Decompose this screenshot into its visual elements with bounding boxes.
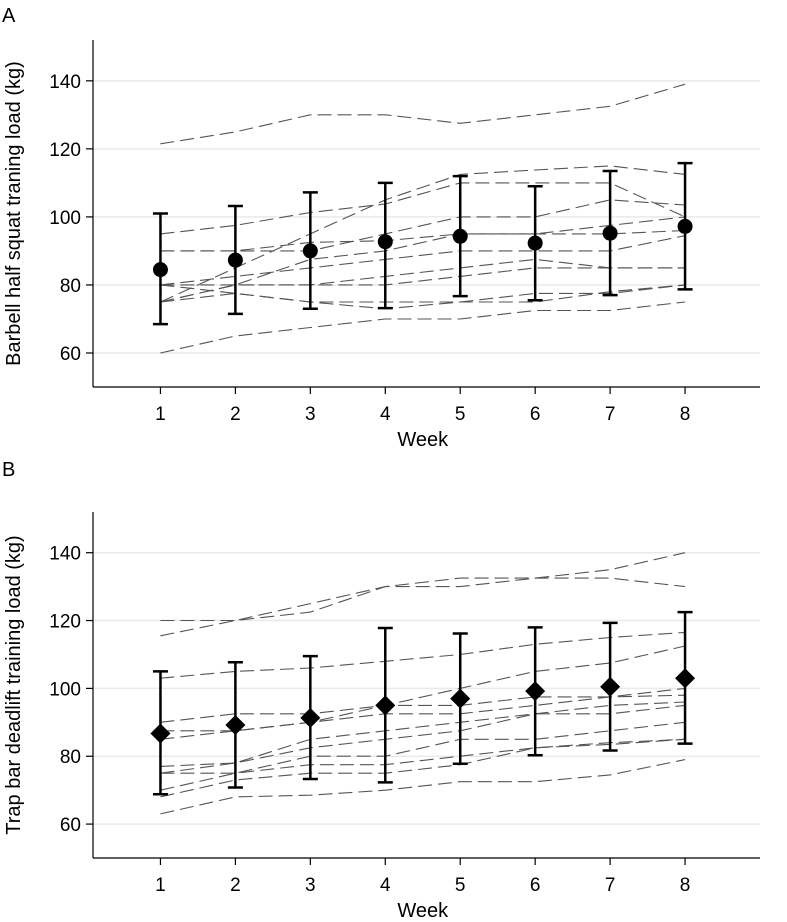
mean-point xyxy=(675,668,696,689)
mean-point xyxy=(450,688,471,709)
x-tick-label: 2 xyxy=(230,404,241,425)
individual-line xyxy=(160,759,686,815)
mean-point xyxy=(302,243,318,259)
x-tick-label: 2 xyxy=(230,875,241,896)
individual-line xyxy=(160,165,686,303)
mean-point xyxy=(602,225,618,241)
individual-line xyxy=(160,552,686,622)
x-tick-label: 5 xyxy=(455,404,466,425)
x-axis-title: Week xyxy=(397,429,449,451)
individual-line xyxy=(160,738,686,774)
y-tick-label: 60 xyxy=(60,815,81,836)
panel-letter: A xyxy=(2,5,16,27)
mean-point xyxy=(377,234,393,250)
y-axis-title: Trap bar deadlift training load (kg) xyxy=(3,535,25,834)
y-tick-label: 100 xyxy=(49,679,81,700)
y-tick-label: 80 xyxy=(60,747,81,768)
y-tick-label: 120 xyxy=(49,612,81,633)
mean-point xyxy=(300,707,321,728)
individual-line xyxy=(160,577,686,637)
x-tick-label: 5 xyxy=(455,875,466,896)
mean-point xyxy=(227,252,243,268)
individual-line xyxy=(160,701,686,774)
individual-line xyxy=(160,182,686,235)
individual-line xyxy=(160,694,686,740)
mean-point xyxy=(225,715,246,736)
mean-point xyxy=(150,723,171,744)
y-tick-label: 100 xyxy=(49,208,81,229)
individual-line xyxy=(160,83,686,145)
x-tick-label: 4 xyxy=(380,875,391,896)
mean-point xyxy=(677,218,693,234)
x-tick-label: 4 xyxy=(380,404,391,425)
individual-line xyxy=(160,284,686,303)
x-tick-label: 8 xyxy=(680,875,691,896)
individual-line xyxy=(160,199,686,252)
x-axis-title: Week xyxy=(397,900,449,922)
individual-line xyxy=(160,301,686,354)
mean-point xyxy=(452,228,468,244)
individual-line xyxy=(160,738,686,798)
x-tick-label: 1 xyxy=(155,404,166,425)
individual-line xyxy=(160,631,686,679)
individual-line xyxy=(160,645,686,723)
individual-line xyxy=(160,267,686,303)
x-tick-label: 3 xyxy=(305,875,316,896)
y-tick-label: 60 xyxy=(60,344,81,365)
mean-point xyxy=(600,676,621,697)
individual-line xyxy=(160,284,686,310)
individual-line xyxy=(160,229,686,303)
y-tick-label: 140 xyxy=(49,72,81,93)
y-axis-title: Barbell half squat traning load (kg) xyxy=(3,61,25,366)
panel-letter: B xyxy=(2,459,15,481)
mean-point xyxy=(525,681,546,702)
y-tick-label: 80 xyxy=(60,276,81,297)
x-tick-label: 1 xyxy=(155,875,166,896)
mean-point xyxy=(375,695,396,716)
individual-line xyxy=(160,721,686,791)
x-tick-label: 7 xyxy=(605,404,616,425)
mean-point xyxy=(527,235,543,251)
x-tick-label: 6 xyxy=(530,404,541,425)
x-tick-label: 6 xyxy=(530,875,541,896)
y-tick-label: 140 xyxy=(49,544,81,565)
x-tick-label: 7 xyxy=(605,875,616,896)
y-tick-label: 120 xyxy=(49,140,81,161)
panel-a: A 60 80 100 120 140 1 2 3 4 5 6 7 8 Week Barbell half s… xyxy=(2,5,760,451)
individual-line xyxy=(160,235,686,286)
individual-line xyxy=(160,704,686,767)
panel-b: B 60 80 100 120 140 1 2 3 4 5 6 7 8 Week Trap bar deadl… xyxy=(2,459,760,922)
mean-point xyxy=(152,262,168,278)
x-tick-label: 3 xyxy=(305,404,316,425)
x-tick-label: 8 xyxy=(680,404,691,425)
individual-line xyxy=(160,216,686,252)
